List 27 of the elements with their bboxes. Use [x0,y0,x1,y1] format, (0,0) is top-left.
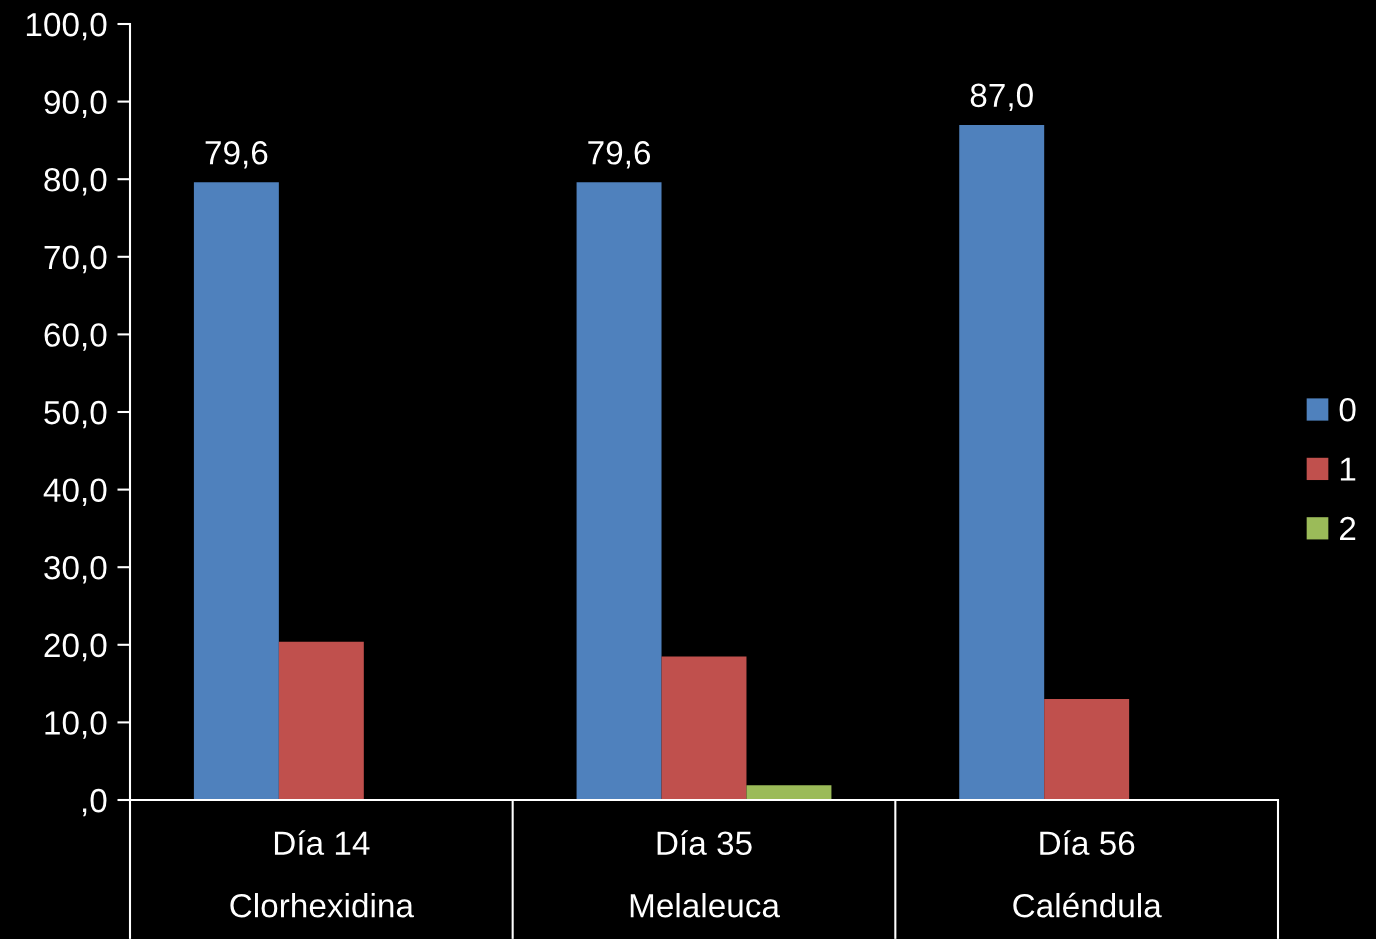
data-label: 79,6 [205,141,268,169]
y-tick-label: 70,0 [44,245,107,274]
y-tick-label: 90,0 [44,90,107,118]
y-tick-label: 80,0 [44,168,107,196]
bar [576,182,662,800]
y-tick-label: 20,0 [44,633,107,662]
y-tick-label: 40,0 [43,478,107,506]
legend-label: 1 [1340,457,1356,481]
bar [193,182,279,800]
y-tick-label: 60,0 [44,323,107,351]
bar [746,785,832,800]
data-label: 79,6 [588,141,651,169]
y-tick-label: 100,0 [26,12,107,41]
data-label: 87,0 [970,83,1033,112]
y-tick-label: 10,0 [45,711,107,739]
bar [959,124,1045,800]
legend-label: 0 [1339,397,1356,422]
y-tick-label: 50,0 [44,400,107,429]
bar [661,656,747,800]
y-tick-label: 30,0 [44,556,107,584]
bar [278,641,364,800]
x-tick-label: Día 14 Clorhexidina [230,830,414,918]
y-tick-label: ,0 [82,788,107,817]
x-tick-label: Día 35 Melaleuca [630,830,780,918]
x-tick-label: Día 56 Caléndula [1013,830,1162,918]
bar [1044,699,1130,800]
legend-label: 2 [1340,516,1356,541]
